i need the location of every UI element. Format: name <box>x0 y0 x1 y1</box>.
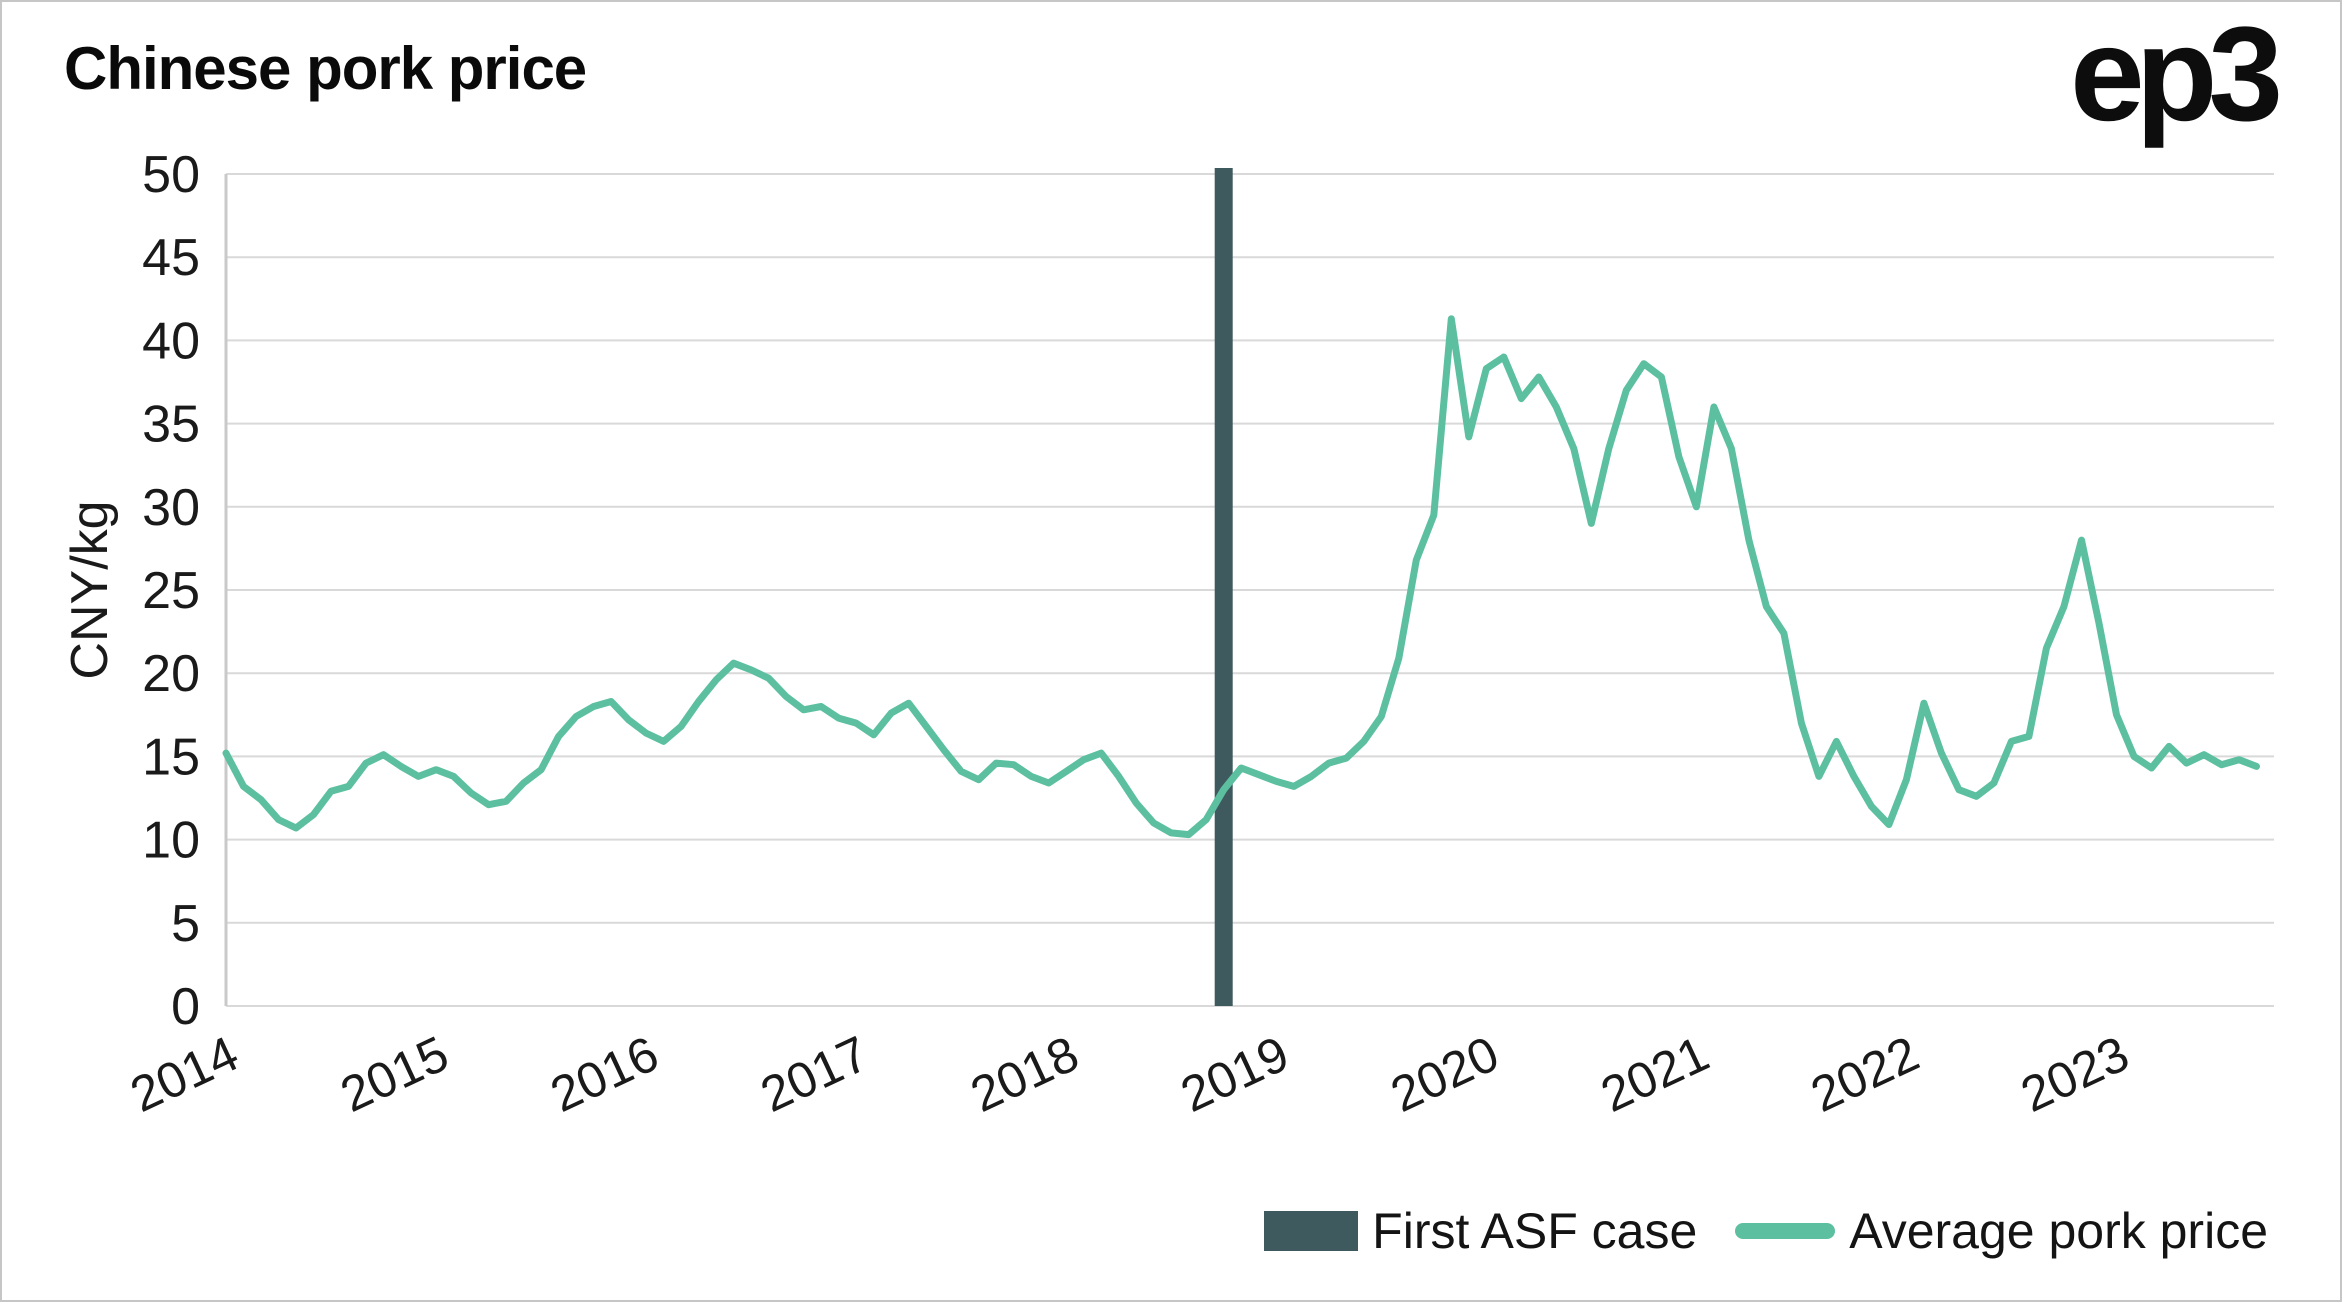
x-tick-label-2018: 2018 <box>962 1025 1086 1123</box>
y-tick-label-15: 15 <box>142 728 200 786</box>
average-pork-price-line <box>222 315 2260 839</box>
first-asf-case-marker <box>1214 168 1233 1006</box>
y-tick-label-20: 20 <box>142 645 200 703</box>
legend-label-price: Average pork price <box>1849 1203 2268 1259</box>
y-tick-label-10: 10 <box>142 812 200 870</box>
y-tick-label-5: 5 <box>171 895 200 953</box>
legend-label-asf: First ASF case <box>1372 1203 1698 1259</box>
x-tick-label-2022: 2022 <box>1803 1025 1927 1123</box>
y-tick-label-50: 50 <box>142 146 200 204</box>
asf-bar-swatch <box>1264 1211 1359 1251</box>
y-tick-label-35: 35 <box>142 396 200 454</box>
y-tick-label-45: 45 <box>142 229 200 287</box>
x-tick-label-2019: 2019 <box>1172 1025 1296 1123</box>
x-tick-label-2020: 2020 <box>1382 1025 1506 1123</box>
ep3-logo: ep3 <box>2070 0 2283 149</box>
legend-item-price: Average pork price <box>1735 1202 2268 1260</box>
y-tick-label-30: 30 <box>142 479 200 537</box>
legend: First ASF case Average pork price <box>1264 1202 2268 1260</box>
y-tick-label-25: 25 <box>142 562 200 620</box>
price-line-swatch <box>1735 1223 1836 1239</box>
y-tick-label-0: 0 <box>171 978 200 1036</box>
x-tick-label-2017: 2017 <box>752 1025 876 1123</box>
x-tick-label-2014: 2014 <box>122 1025 246 1123</box>
x-tick-label-2016: 2016 <box>542 1025 666 1123</box>
y-tick-label-40: 40 <box>142 312 200 370</box>
chart-title: Chinese pork price <box>64 35 587 102</box>
legend-item-asf: First ASF case <box>1264 1202 1697 1260</box>
x-tick-label-2021: 2021 <box>1593 1025 1717 1123</box>
x-tick-label-2015: 2015 <box>332 1025 456 1123</box>
x-tick-label-2023: 2023 <box>2013 1025 2137 1123</box>
